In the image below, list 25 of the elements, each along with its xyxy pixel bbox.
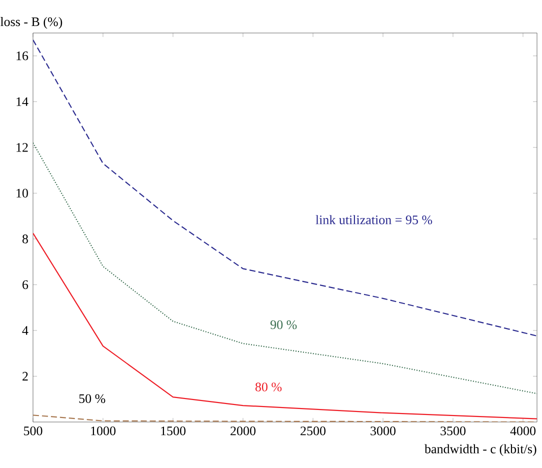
text: link utilization = 95 % <box>316 215 432 224</box>
series-label: 80 % <box>255 382 282 392</box>
x-tick-label: 2000 <box>230 426 256 436</box>
line-series <box>33 232 538 420</box>
series-label: 50 % <box>79 394 106 404</box>
x-axis-title: bandwidth - c (kbit/s) <box>424 444 536 456</box>
y-tick-label: 16 <box>16 52 28 60</box>
series-label: 90 % <box>270 320 297 330</box>
x-tick-label: 4000 <box>510 426 536 436</box>
y-tick-label: 2 <box>22 372 28 381</box>
x-tick-label: 3000 <box>370 426 396 436</box>
y-tick-label: 4 <box>22 326 28 335</box>
y-tick-label: 14 <box>16 97 28 106</box>
y-tick-label: 6 <box>22 280 28 290</box>
x-tick-label: 1500 <box>161 426 186 436</box>
y-tick-label: 8 <box>22 234 28 244</box>
x-tick-label: 500 <box>24 426 42 436</box>
y-axis-title: loss - B (%) <box>0 17 62 29</box>
x-tick-label: 3500 <box>440 426 466 436</box>
line-series <box>33 39 538 337</box>
x-tick-label: 1000 <box>91 426 116 436</box>
y-tick-label: 12 <box>16 143 28 152</box>
y-tick-label: 10 <box>16 188 28 198</box>
x-tick-label: 2500 <box>300 426 326 436</box>
line-series <box>33 142 538 394</box>
